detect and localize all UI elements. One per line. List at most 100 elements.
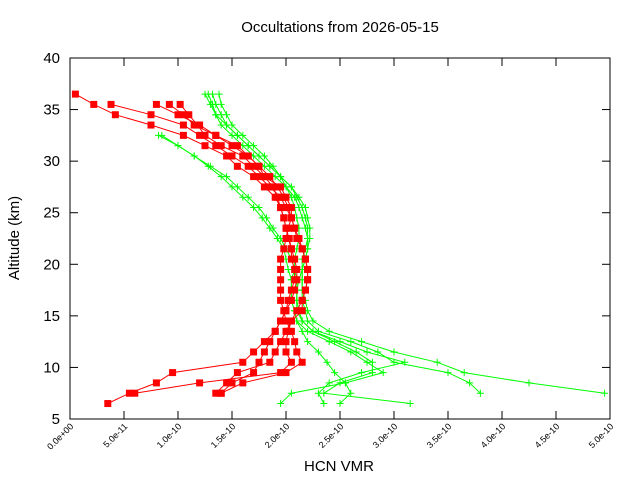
data-point — [280, 214, 288, 222]
x-tick-label: 2.0e-10 — [263, 421, 292, 450]
data-point — [368, 358, 376, 366]
data-point — [406, 400, 414, 408]
data-point — [169, 369, 177, 377]
data-point — [185, 111, 193, 119]
data-point — [314, 348, 322, 356]
data-point — [476, 389, 484, 397]
data-point — [277, 400, 285, 408]
data-point — [217, 142, 225, 150]
data-point — [287, 317, 295, 325]
y-tick-label: 5 — [52, 411, 60, 428]
data-point — [233, 183, 241, 191]
data-point — [244, 193, 252, 201]
data-point — [206, 162, 214, 170]
data-point — [287, 389, 295, 397]
data-series — [71, 90, 609, 408]
data-point — [336, 400, 344, 408]
data-point — [193, 121, 201, 129]
data-point — [111, 111, 119, 119]
data-point — [325, 327, 333, 335]
data-point — [233, 131, 241, 139]
data-point — [277, 296, 285, 304]
data-point — [401, 358, 409, 366]
data-point — [152, 100, 160, 108]
data-point — [444, 369, 452, 377]
data-point — [152, 379, 160, 387]
data-point — [131, 389, 139, 397]
data-point — [158, 131, 166, 139]
data-point — [212, 111, 220, 119]
data-point — [147, 121, 155, 129]
data-point — [239, 379, 247, 387]
data-point — [282, 348, 290, 356]
data-point — [233, 369, 241, 377]
data-point — [233, 162, 241, 170]
data-point — [201, 131, 209, 139]
data-point — [352, 348, 360, 356]
data-point — [298, 358, 306, 366]
data-point — [306, 235, 314, 242]
data-point — [298, 317, 306, 325]
data-point — [358, 338, 366, 346]
data-point — [260, 348, 268, 356]
y-axis-label: Altitude (km) — [6, 196, 23, 280]
x-tick-label: 3.0e-10 — [371, 421, 400, 450]
data-point — [255, 152, 263, 160]
data-point — [107, 100, 115, 108]
data-point — [287, 286, 295, 294]
data-point — [304, 265, 312, 273]
x-tick-label: 4.5e-10 — [533, 421, 562, 450]
data-point — [273, 193, 281, 201]
data-point — [179, 111, 187, 119]
data-point — [104, 400, 112, 408]
data-point — [239, 152, 247, 160]
data-point — [223, 173, 231, 181]
x-tick-label: 4.0e-10 — [479, 421, 508, 450]
data-point — [336, 379, 344, 387]
data-point — [179, 131, 187, 139]
data-point — [466, 379, 474, 387]
data-point — [174, 111, 182, 119]
x-tick-label: 2.5e-10 — [317, 421, 346, 450]
data-point — [374, 348, 382, 356]
data-point — [280, 245, 288, 253]
data-point — [601, 389, 609, 397]
data-point — [390, 348, 398, 356]
data-point — [282, 193, 290, 201]
data-point — [206, 100, 214, 108]
x-axis-label: HCN VMR — [304, 458, 374, 475]
data-point — [295, 235, 303, 242]
data-point — [266, 338, 274, 346]
data-point — [277, 369, 285, 377]
data-point — [284, 296, 292, 304]
x-tick-label: 1.5e-10 — [209, 421, 238, 450]
data-point — [301, 204, 309, 212]
data-point — [250, 162, 258, 170]
data-point — [217, 389, 225, 397]
data-point — [298, 307, 306, 315]
data-point — [331, 369, 339, 377]
data-point — [291, 224, 299, 232]
data-point — [379, 369, 387, 377]
data-point — [250, 173, 258, 181]
data-point — [298, 245, 306, 253]
data-point — [287, 245, 295, 253]
data-point — [284, 224, 292, 232]
data-point — [174, 142, 182, 150]
data-point — [196, 379, 204, 387]
data-point — [277, 183, 285, 191]
data-point — [255, 173, 263, 181]
data-point — [358, 369, 366, 377]
y-tick-label: 20 — [43, 256, 60, 273]
data-point — [298, 327, 306, 335]
data-point — [291, 338, 299, 346]
x-tick-label: 5.0e-10 — [587, 421, 616, 450]
data-point — [223, 111, 231, 119]
data-point — [277, 204, 285, 212]
data-point — [284, 265, 292, 273]
x-tick-label: 0.0e+00 — [45, 421, 75, 451]
data-point — [266, 162, 274, 170]
data-point — [287, 327, 295, 335]
data-point — [176, 100, 184, 108]
data-point — [271, 327, 279, 335]
